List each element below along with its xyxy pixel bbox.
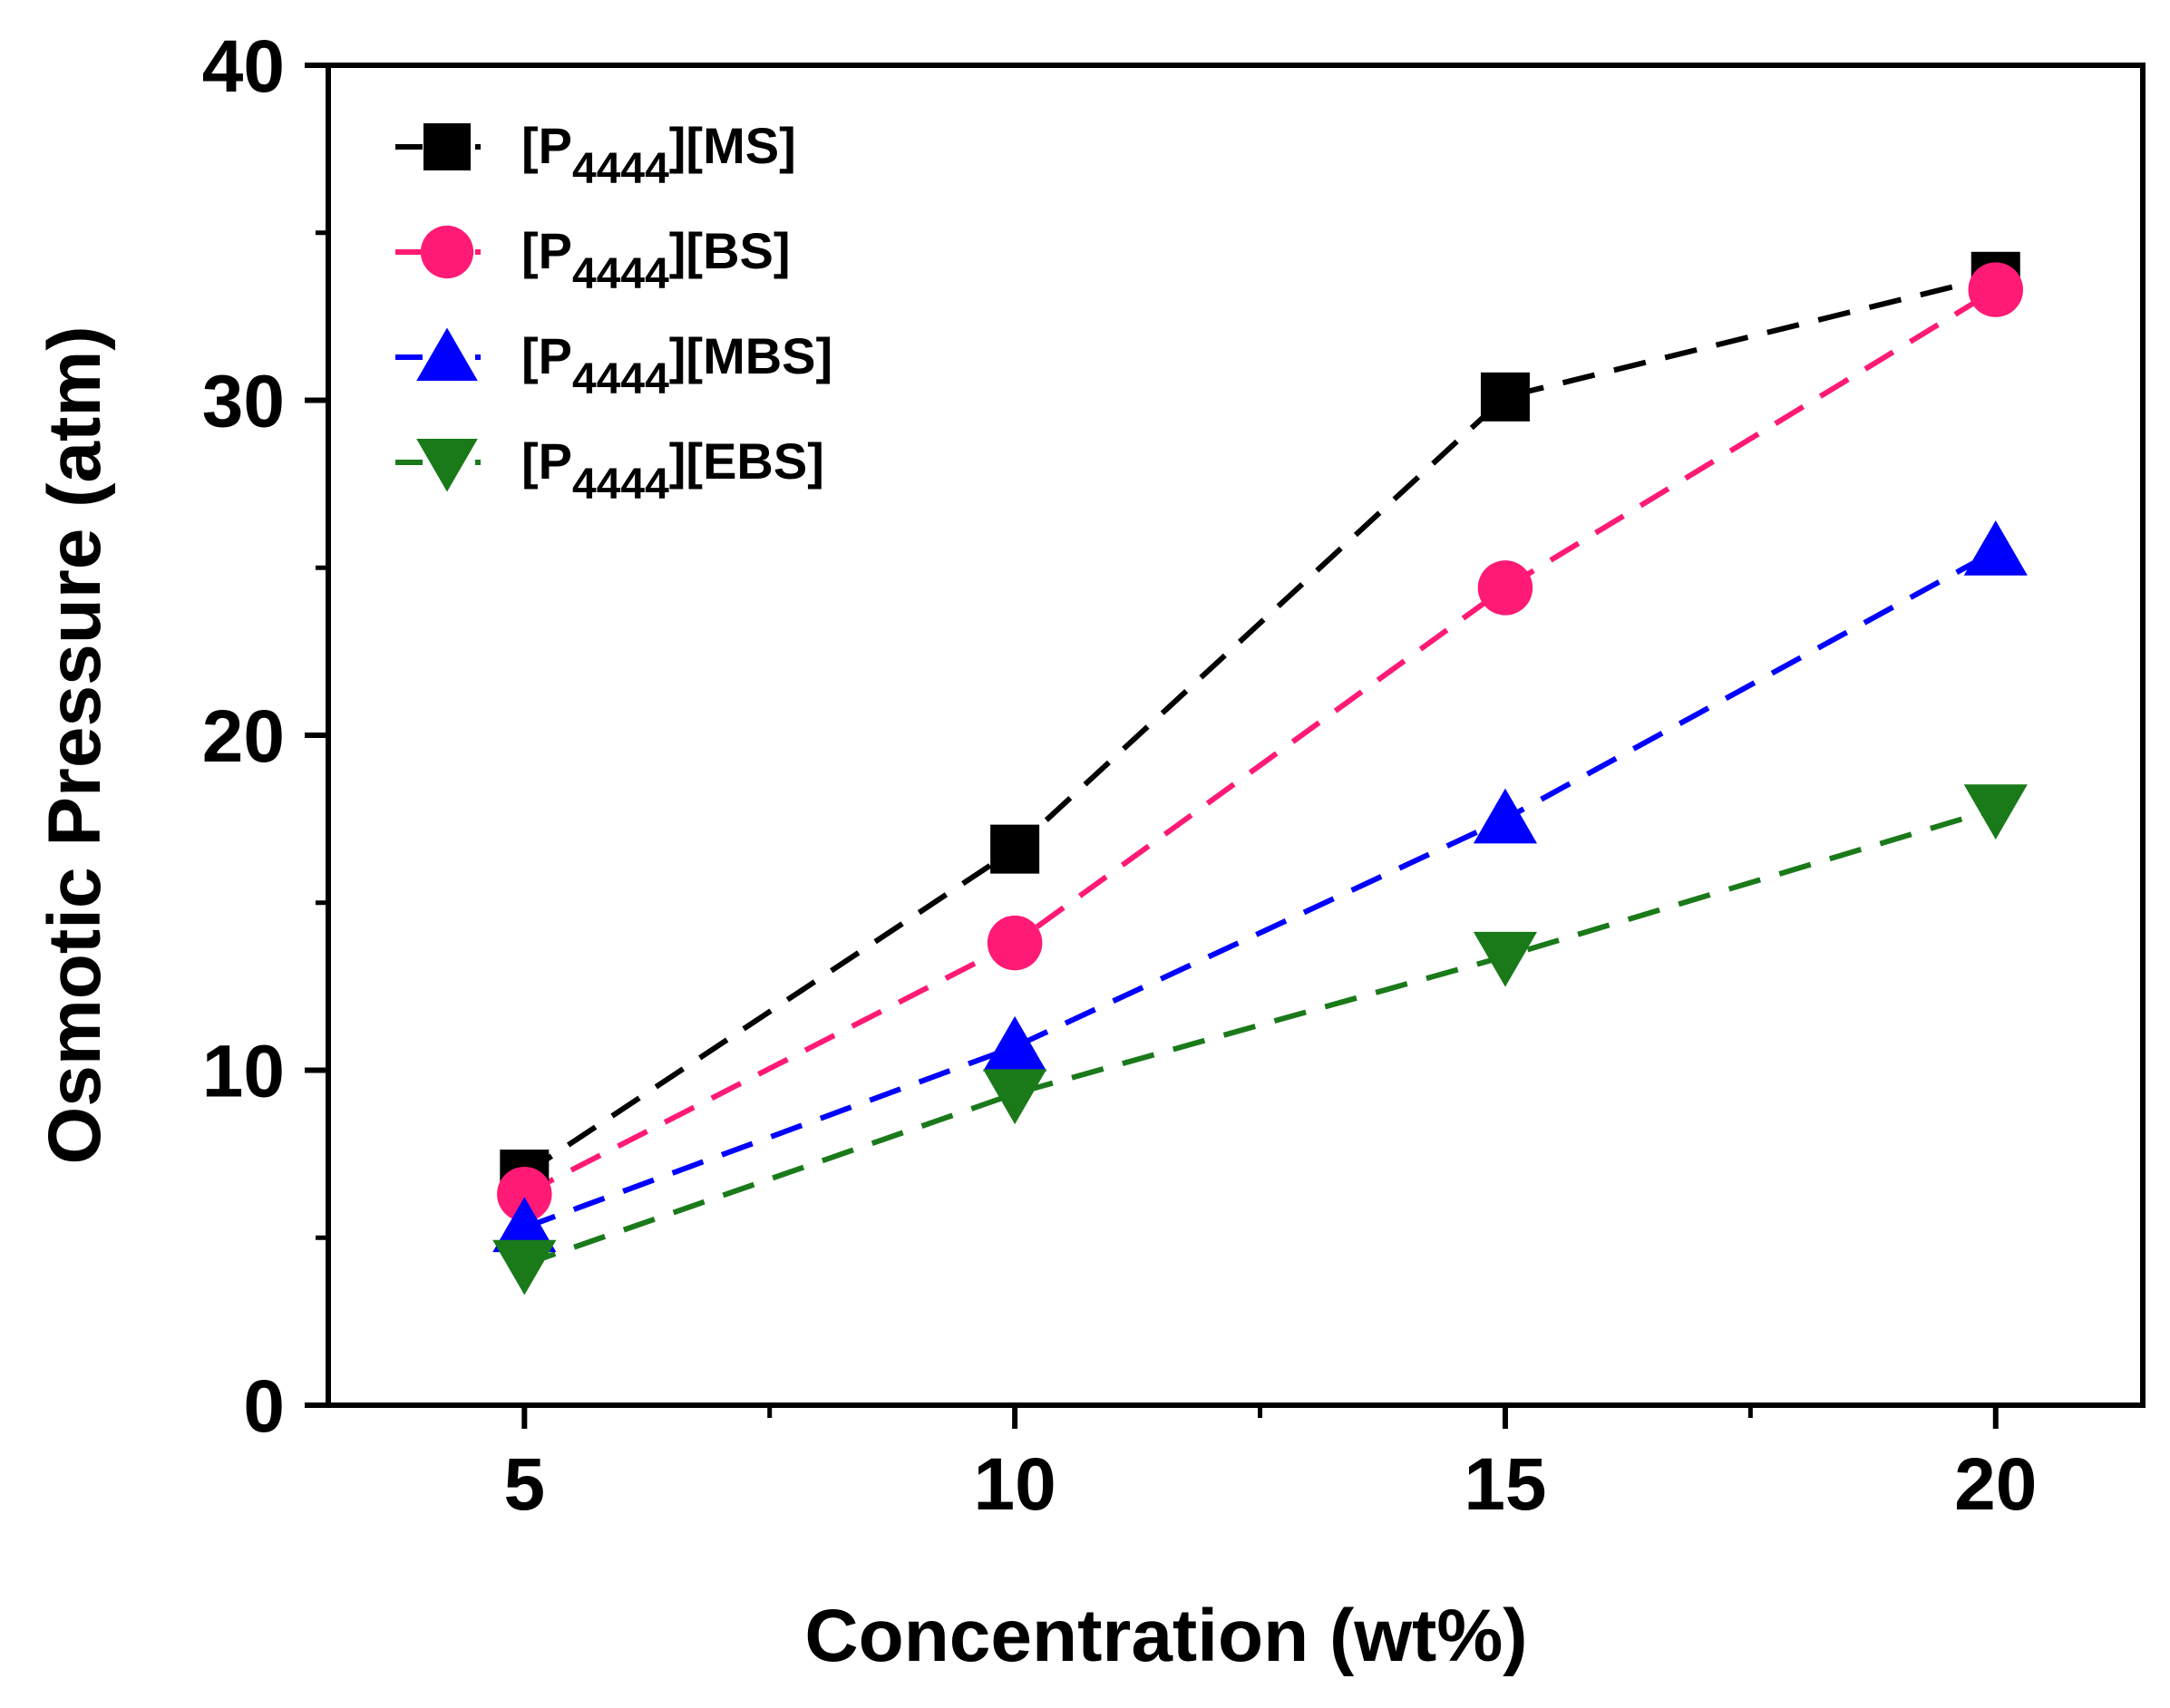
legend-entry: [P4444][BS] [395, 222, 791, 298]
y-axis: 0 10 20 30 40 [202, 25, 328, 1448]
data-point [1968, 262, 2023, 317]
legend-label: [P4444][MS] [521, 117, 796, 193]
x-tick-label: 10 [974, 1443, 1056, 1526]
series-line [523, 806, 1997, 1267]
data-point [1473, 788, 1538, 844]
y-tick-label: 10 [202, 1031, 285, 1113]
legend-marker [416, 439, 478, 492]
data-point [1480, 372, 1530, 422]
y-axis-title: Osmotic Pressure (atm) [34, 325, 116, 1164]
legend-entry: [P4444][MS] [395, 117, 796, 193]
legend-entry: [P4444][EBS] [395, 432, 824, 509]
legend: [P4444][MS] [P4444][BS] [P4444][MBS] [P4444… [395, 117, 832, 509]
x-tick-label: 5 [504, 1443, 546, 1526]
legend-marker [423, 123, 471, 170]
legend-label: [P4444][MBS] [521, 327, 832, 403]
data-point [492, 1239, 557, 1296]
data-point [990, 824, 1040, 874]
data-point [987, 915, 1043, 971]
x-axis: 5 10 15 20 [504, 1405, 2037, 1526]
data-point [1963, 784, 2028, 840]
data-point [497, 1166, 552, 1222]
y-tick-label: 20 [202, 695, 285, 778]
y-tick-label: 40 [202, 25, 285, 108]
data-point [1963, 520, 2028, 576]
data-point [492, 1197, 557, 1253]
series-line [522, 273, 1997, 1177]
legend-marker [420, 225, 474, 279]
series-line [522, 287, 1998, 1197]
legend-label: [P4444][BS] [521, 222, 791, 298]
series-markers [492, 251, 2028, 1296]
series-line [523, 548, 1998, 1230]
y-tick-label: 30 [202, 361, 285, 443]
legend-entry: [P4444][MBS] [395, 327, 832, 403]
series-lines [522, 273, 1998, 1267]
x-tick-label: 20 [1954, 1443, 2037, 1526]
data-point [1477, 560, 1533, 616]
y-tick-label: 0 [243, 1365, 285, 1448]
data-point [983, 1069, 1047, 1125]
legend-label: [P4444][EBS] [521, 432, 824, 509]
data-point [1473, 931, 1538, 987]
legend-marker [416, 327, 478, 381]
data-point [983, 1015, 1047, 1072]
x-tick-label: 15 [1464, 1443, 1546, 1526]
x-axis-title: Concentration (wt%) [804, 1595, 1527, 1677]
